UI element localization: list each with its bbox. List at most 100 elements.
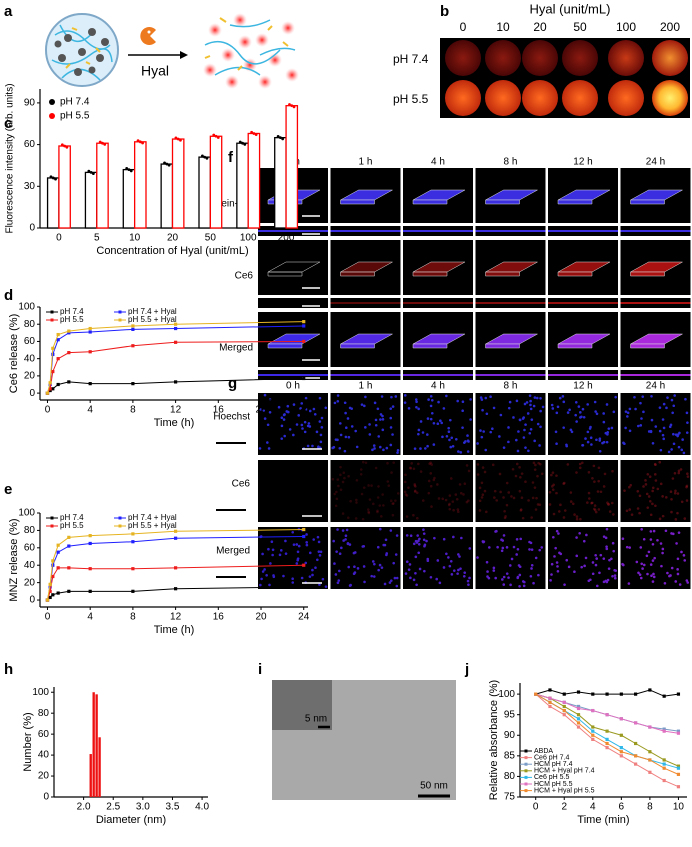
cell [409, 466, 412, 470]
cell [381, 428, 385, 432]
cell [382, 543, 385, 547]
cell [647, 550, 651, 554]
bar-dot [214, 134, 218, 138]
y-tick-label: 60 [24, 542, 36, 553]
cell [633, 395, 636, 399]
cell [392, 502, 395, 505]
cell [569, 428, 573, 432]
y-tick-label: 60 [24, 336, 36, 347]
cell [476, 442, 479, 445]
cell [415, 516, 419, 520]
confocal-strip [258, 298, 328, 308]
cell [409, 534, 413, 538]
cell [332, 445, 336, 449]
marker [56, 382, 60, 387]
bar-dot [91, 172, 95, 176]
cell [539, 425, 542, 429]
marker [48, 582, 52, 586]
cell [514, 474, 518, 478]
bar [285, 105, 299, 229]
cell [652, 529, 656, 533]
cell [347, 565, 351, 569]
cell [338, 569, 341, 573]
marker [302, 320, 306, 324]
cell [540, 472, 544, 476]
marker [619, 750, 623, 754]
marker [45, 598, 50, 602]
cell [524, 423, 527, 426]
cell [435, 577, 439, 581]
cell [518, 465, 521, 469]
cell [586, 430, 590, 434]
cell [305, 408, 309, 411]
cell [602, 412, 605, 415]
bar [58, 145, 71, 229]
plate-column-label: 50 [573, 20, 587, 34]
cell [449, 477, 453, 480]
cell [282, 574, 285, 578]
cell [336, 399, 340, 403]
bar-dot [281, 137, 285, 141]
cell [343, 476, 346, 480]
cell [380, 395, 384, 398]
cell [510, 557, 514, 561]
cell [662, 402, 666, 406]
x-tick-label: 16 [213, 405, 225, 416]
marker [562, 708, 566, 713]
x-tick-label: 16 [213, 612, 225, 623]
cell [364, 461, 368, 465]
cell [419, 470, 423, 473]
cell-image [620, 393, 691, 455]
cell [419, 447, 422, 450]
well [608, 40, 644, 76]
scale-label: 5 nm [305, 714, 327, 725]
cell [674, 518, 678, 521]
cell [607, 503, 611, 506]
cell [312, 538, 316, 541]
cell [593, 504, 597, 507]
cell [301, 427, 304, 430]
cell [652, 572, 655, 576]
cell [676, 511, 679, 515]
cell [625, 545, 629, 549]
cell [338, 552, 342, 555]
marker [45, 391, 50, 395]
cell [430, 411, 434, 415]
cell [649, 530, 653, 533]
cell [346, 516, 350, 520]
marker [131, 589, 135, 593]
cell [395, 584, 399, 588]
cell [396, 492, 400, 495]
bar-dot [98, 140, 102, 144]
bar-dot [65, 145, 69, 149]
cell [603, 472, 607, 476]
cell [283, 434, 286, 438]
cell [404, 473, 407, 477]
cell [566, 463, 570, 466]
cell [654, 463, 657, 467]
legend-label: pH 7.4 + Hyal [128, 307, 177, 316]
cell [419, 420, 423, 423]
cell [483, 489, 487, 493]
cell [676, 434, 679, 438]
cell [532, 404, 536, 408]
cell [597, 479, 600, 483]
cell [519, 537, 523, 541]
cell [612, 513, 615, 516]
cell [641, 395, 645, 398]
cell [636, 424, 640, 428]
plate-column-label: 200 [660, 20, 680, 34]
cell [319, 433, 323, 437]
marker [634, 741, 638, 746]
cell [597, 508, 601, 511]
marker [51, 369, 55, 374]
x-tick-label: 6 [619, 802, 625, 813]
cell [403, 490, 407, 494]
cell [535, 396, 539, 400]
cell [413, 490, 417, 493]
slab-side [412, 271, 448, 277]
marker [174, 587, 178, 591]
marker [131, 540, 135, 544]
cell [480, 496, 484, 499]
cell [499, 413, 503, 417]
